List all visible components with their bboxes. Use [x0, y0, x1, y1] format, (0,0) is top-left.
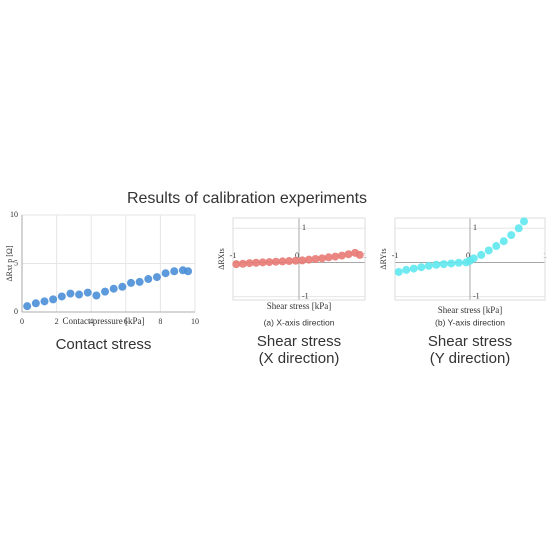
x-tick-label: 0 — [20, 317, 24, 326]
x-tick-label: 0 — [295, 251, 299, 260]
point — [291, 256, 300, 265]
y-tick-label: 10 — [10, 210, 18, 219]
x-axis-label: Shear stress [kPa] — [267, 301, 332, 311]
plot-frame — [232, 217, 366, 301]
point — [92, 291, 101, 300]
y-tick-label: 1 — [302, 223, 306, 232]
point — [31, 299, 40, 308]
y-axis-label: ΔRxt p [Ω] — [5, 245, 14, 281]
point — [337, 251, 346, 260]
y-tick-label: -1 — [473, 291, 480, 300]
point — [477, 250, 486, 259]
point — [101, 287, 110, 296]
point — [126, 278, 135, 287]
point — [514, 224, 523, 233]
point — [469, 254, 478, 263]
point — [492, 242, 501, 251]
point — [499, 237, 508, 246]
point — [304, 255, 313, 264]
caption: (Y direction) — [430, 350, 511, 367]
point — [324, 253, 333, 262]
y-tick-label: 0 — [14, 307, 18, 316]
point — [439, 260, 448, 269]
x-tick-label: 10 — [191, 317, 199, 326]
point — [170, 267, 179, 276]
point — [318, 254, 327, 263]
point — [238, 259, 247, 268]
point — [454, 258, 463, 267]
point — [245, 259, 254, 268]
point — [447, 259, 456, 268]
point — [109, 284, 118, 293]
point — [144, 275, 153, 284]
point — [161, 269, 170, 278]
point — [484, 246, 493, 255]
point — [232, 260, 241, 269]
point — [507, 231, 516, 240]
point — [311, 255, 320, 263]
point — [66, 289, 75, 298]
y-tick-label: -1 — [302, 291, 309, 300]
caption: Contact stress — [56, 336, 152, 353]
point — [278, 257, 287, 266]
x-tick-label: 4 — [89, 317, 93, 326]
point — [344, 250, 353, 259]
point — [40, 297, 49, 306]
x-axis-label: Shear stress [kPa] — [438, 305, 503, 315]
point — [409, 264, 418, 273]
point — [394, 267, 403, 276]
point — [417, 263, 426, 272]
y-axis-label: ΔRXts — [217, 248, 226, 270]
point — [432, 260, 441, 269]
subcaption: (b) Y-axis direction — [435, 317, 505, 327]
point — [252, 258, 261, 267]
point — [118, 282, 127, 291]
point — [265, 258, 274, 267]
x-tick-label: 8 — [158, 317, 162, 326]
point — [424, 261, 433, 270]
caption: Shear stress — [428, 333, 512, 350]
point — [520, 217, 528, 226]
y-axis-label: ΔRYts — [379, 248, 388, 269]
x-tick-label: 6 — [124, 317, 128, 326]
x-tick-label: 2 — [55, 317, 59, 326]
figure-title: Results of calibration experiments — [127, 190, 367, 207]
point — [258, 258, 267, 267]
point — [152, 273, 161, 282]
x-tick-label: 0 — [466, 251, 470, 260]
x-axis-label: Contact pressure [kPa] — [63, 316, 145, 326]
point — [355, 250, 364, 259]
point — [285, 257, 294, 266]
plot-frame — [394, 217, 546, 301]
point — [23, 302, 32, 311]
point — [49, 295, 58, 304]
y-tick-label: 5 — [14, 258, 18, 267]
point — [184, 267, 193, 276]
point — [135, 277, 144, 286]
caption: Shear stress — [257, 333, 341, 350]
subcaption: (a) X-axis direction — [264, 317, 335, 327]
point — [83, 288, 92, 297]
point — [57, 292, 66, 301]
point — [402, 265, 411, 274]
y-tick-label: 1 — [473, 223, 477, 232]
point — [271, 257, 280, 266]
caption: (X direction) — [259, 350, 340, 367]
point — [298, 256, 307, 265]
point — [331, 252, 340, 261]
point — [75, 290, 84, 299]
